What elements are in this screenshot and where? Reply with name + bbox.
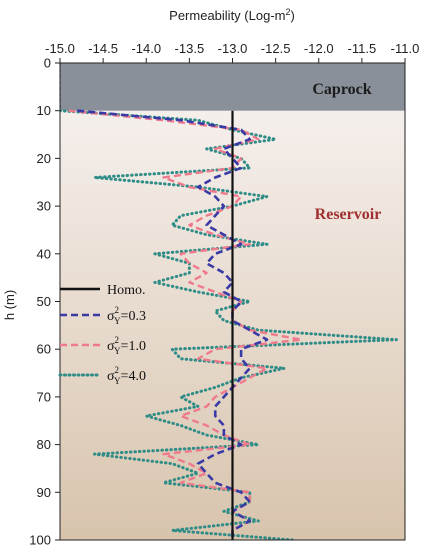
x-tick-label: -14.0 bbox=[131, 41, 161, 56]
y-tick-label: 20 bbox=[37, 151, 51, 166]
legend-label-s10: σ2 Y=1.0 bbox=[107, 335, 146, 356]
legend-label-homo: Homo. bbox=[107, 283, 146, 298]
x-ticks: -15.0 -14.5 -14.0 -13.5 -13.0 -12.5 -12.0 -11.5… bbox=[45, 41, 419, 63]
x-tick-label: -11.0 bbox=[391, 41, 420, 56]
x-tick-label: -12.0 bbox=[304, 41, 334, 56]
y-tick-label: 50 bbox=[37, 294, 51, 309]
y-tick-label: 40 bbox=[37, 246, 51, 261]
legend-label-s40: σ2 Y=4.0 bbox=[107, 365, 146, 386]
y-tick-label: 60 bbox=[37, 342, 51, 357]
x-tick-label: -11.5 bbox=[348, 41, 377, 56]
caprock-region bbox=[60, 63, 405, 111]
x-tick-label: -12.5 bbox=[261, 41, 291, 56]
y-tick-label: 80 bbox=[37, 437, 51, 452]
x-tick-label: -15.0 bbox=[45, 41, 75, 56]
legend: Homo. σ2 Y=0.3 σ2 Y=1.0 σ2 Y=4.0 bbox=[58, 283, 146, 386]
y-tick-label: 70 bbox=[37, 389, 51, 404]
series-layer bbox=[60, 63, 398, 540]
series-line-s03 bbox=[77, 109, 269, 540]
y-tick-label: 90 bbox=[37, 485, 51, 500]
y-tick-label: 10 bbox=[37, 103, 51, 118]
x-axis-title: Permeability (Log-m2) bbox=[169, 7, 295, 23]
legend-label-s03: σ2 Y=0.3 bbox=[107, 305, 146, 326]
x-tick-label: -13.0 bbox=[218, 41, 248, 56]
y-tick-label: 30 bbox=[37, 199, 51, 214]
y-tick-label: 0 bbox=[44, 56, 51, 71]
y-ticks: 0 10 20 30 40 50 60 70 80 90 100 bbox=[29, 56, 60, 548]
y-tick-label: 100 bbox=[29, 533, 51, 548]
series-line-s10 bbox=[68, 109, 303, 540]
y-axis-title: h (m) bbox=[2, 290, 17, 320]
x-tick-label: -14.5 bbox=[88, 41, 118, 56]
caprock-label: Caprock bbox=[312, 81, 371, 98]
x-tick-label: -13.5 bbox=[175, 41, 205, 56]
reservoir-label: Reservoir bbox=[315, 206, 382, 223]
